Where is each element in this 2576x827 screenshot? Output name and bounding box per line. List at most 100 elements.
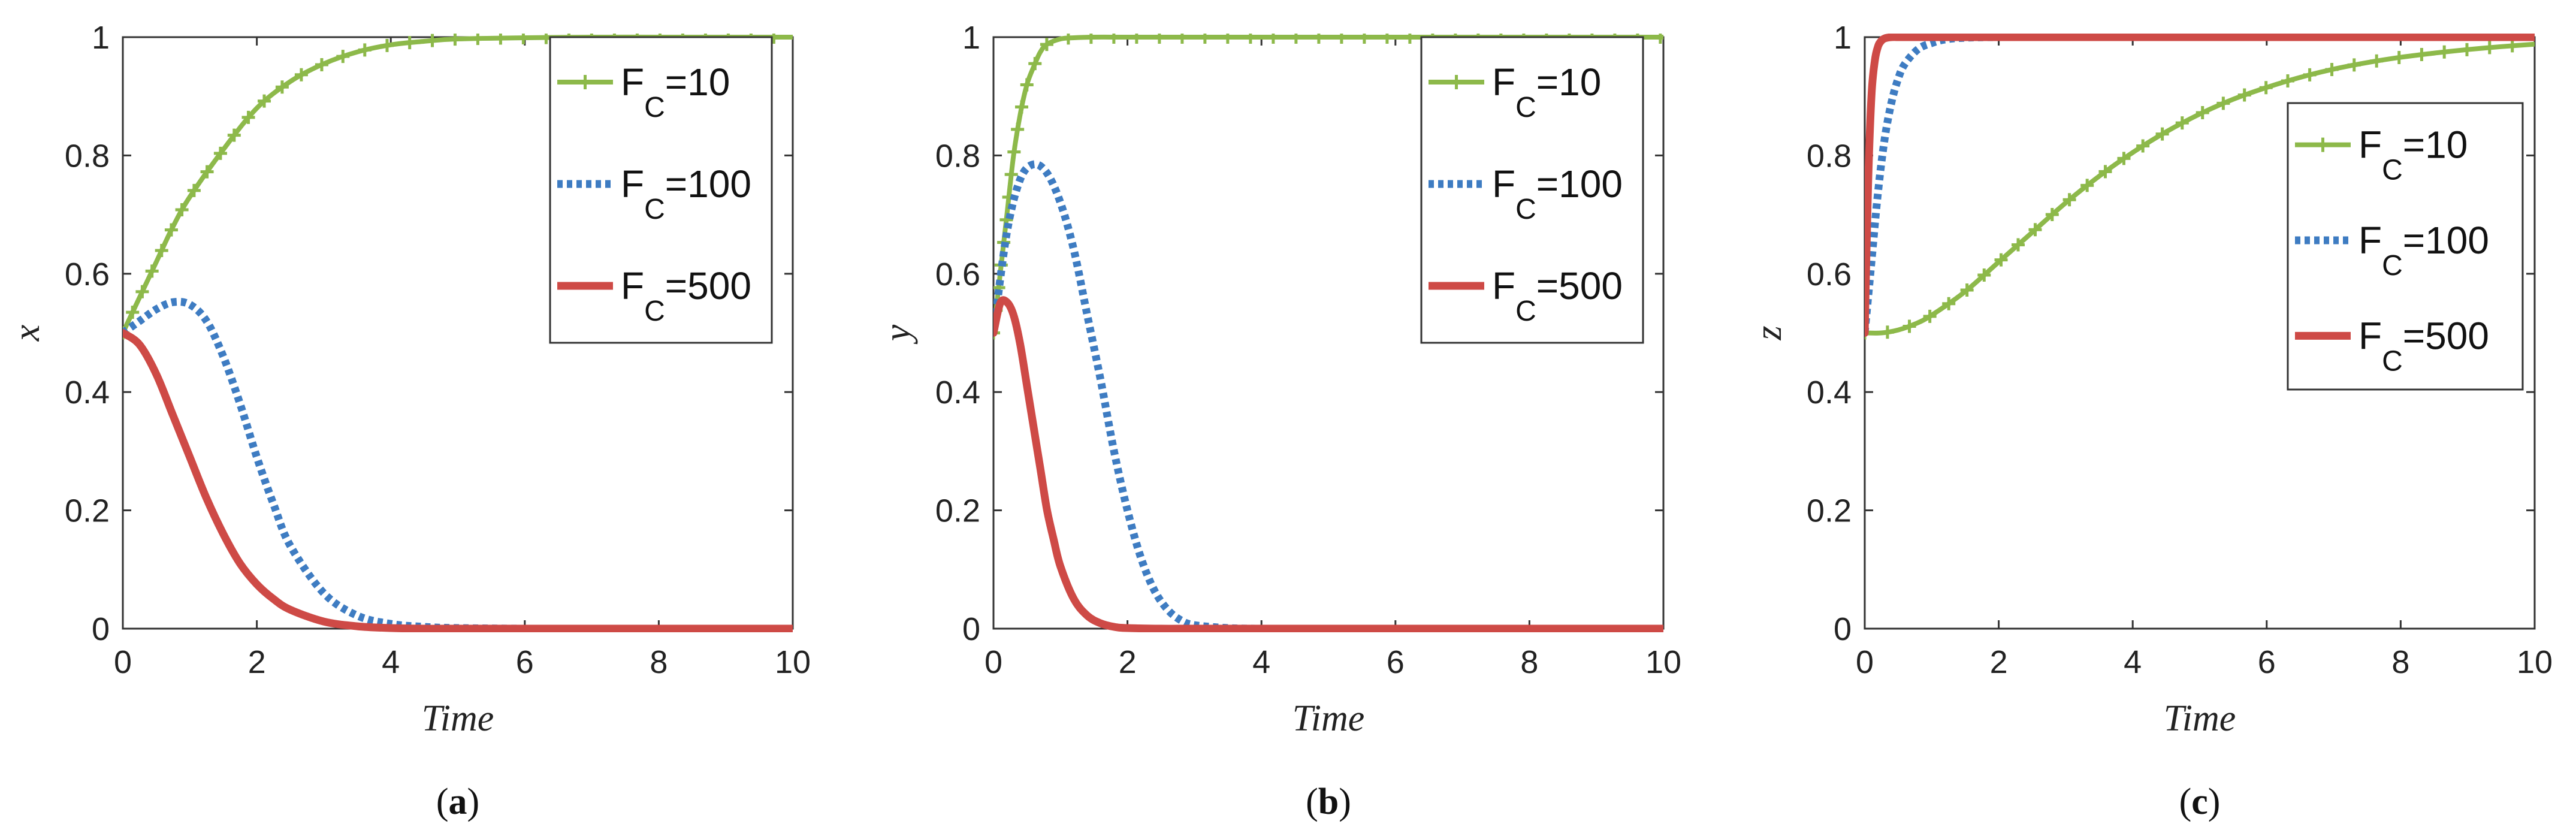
panel-a: 0 2 4 6 8 10 0 0.2 0.4 0.6 0.8 1 Time x (a) FC=10 FC=100… — [7, 20, 811, 822]
series-marker-plus — [1653, 34, 1663, 44]
series-marker-plus — [1880, 325, 1894, 339]
y-axis-label: x — [7, 324, 47, 342]
x-tick-label: 8 — [650, 644, 668, 680]
y-tick-label: 0.2 — [1807, 493, 1852, 529]
y-tick-label: 0.4 — [935, 375, 980, 411]
series-line-f-c-500 — [993, 296, 1663, 632]
series-marker-plus — [175, 203, 189, 216]
x-tick-label: 2 — [1119, 644, 1137, 680]
series-marker-plus — [2370, 54, 2384, 68]
panel-label: (b) — [1306, 781, 1351, 822]
series-marker-plus — [155, 243, 168, 257]
legend-marker-plus — [2315, 137, 2330, 152]
series-marker-plus — [294, 68, 308, 82]
series-marker-plus — [2045, 207, 2059, 221]
series-marker-plus — [2438, 45, 2451, 59]
series-marker-plus — [1175, 34, 1189, 44]
legend-label: FC=100 — [621, 162, 751, 225]
x-tick-label: 4 — [1252, 644, 1270, 680]
y-tick-label: 0.6 — [935, 256, 980, 292]
x-axis-label: Time — [2164, 698, 2236, 739]
legend: FC=10 FC=100 FC=500 — [549, 36, 773, 344]
x-tick-label: 6 — [2258, 644, 2276, 680]
series-marker-plus — [2237, 88, 2251, 102]
x-tick-label: 2 — [248, 644, 266, 680]
series-marker-plus — [1266, 34, 1280, 44]
x-tick-label: 10 — [775, 644, 811, 680]
series-marker-plus — [2460, 43, 2474, 56]
y-tick-label: 1 — [92, 20, 110, 56]
legend-marker-plus — [578, 75, 593, 89]
legend: FC=10 FC=100 FC=500 — [2287, 102, 2524, 391]
series-marker-plus — [257, 94, 271, 108]
series-marker-plus — [471, 34, 485, 46]
series-marker-plus — [1084, 34, 1098, 44]
series-marker-plus — [164, 223, 178, 237]
x-tick-label: 6 — [1387, 644, 1405, 680]
legend-label: FC=500 — [2358, 314, 2489, 377]
x-tick-label: 4 — [382, 644, 400, 680]
legend-label: FC=500 — [621, 264, 751, 327]
legend-marker-plus — [1449, 75, 1464, 89]
series-marker-plus — [1334, 34, 1348, 44]
series-group — [1865, 34, 2535, 340]
series-marker-plus — [2259, 81, 2273, 95]
series-marker-plus — [1357, 34, 1371, 44]
series-marker-plus — [2012, 238, 2025, 252]
y-tick-label: 1 — [962, 20, 980, 56]
series-marker-plus — [275, 80, 289, 94]
series-marker-plus — [336, 50, 350, 64]
series-marker-plus — [315, 58, 328, 71]
x-tick-label: 0 — [985, 644, 1002, 680]
series-marker-plus — [1040, 38, 1053, 52]
y-tick-label: 0 — [1834, 611, 1852, 647]
x-tick-label: 2 — [1990, 644, 2008, 680]
series-marker-plus — [1004, 168, 1018, 182]
series-marker-plus — [2175, 116, 2189, 130]
series-marker-plus — [1011, 122, 1025, 136]
x-tick-label: 8 — [2391, 644, 2409, 680]
series-marker-plus — [494, 34, 508, 45]
series-marker-plus — [2080, 179, 2094, 192]
series-marker-plus — [2196, 106, 2209, 120]
y-tick-label: 0.2 — [935, 493, 980, 529]
series-marker-plus — [1960, 283, 1974, 297]
legend-label: FC=100 — [2358, 219, 2489, 282]
y-tick-label: 0.8 — [65, 138, 110, 174]
series-line-f-c-500 — [123, 329, 793, 632]
series-marker-plus — [1061, 34, 1075, 45]
series-marker-plus — [2483, 41, 2496, 55]
series-marker-plus — [2347, 58, 2361, 72]
series-marker-plus — [227, 128, 241, 142]
series-marker-plus — [425, 34, 439, 47]
series-line-f-c-500 — [1865, 34, 2535, 337]
series-marker-plus — [517, 34, 530, 45]
series-marker-plus — [2392, 50, 2406, 64]
x-tick-label: 6 — [516, 644, 534, 680]
series-marker-plus — [2098, 165, 2112, 179]
x-tick-label: 4 — [2124, 644, 2142, 680]
series-marker-plus — [1380, 34, 1394, 44]
y-axis-label: z — [1748, 325, 1789, 340]
x-tick-label: 10 — [2517, 644, 2553, 680]
legend-frame — [1420, 36, 1644, 344]
y-tick-label: 0 — [962, 611, 980, 647]
y-tick-label: 0.8 — [935, 138, 980, 174]
x-tick-label: 10 — [1645, 644, 1681, 680]
series-marker-plus — [1902, 319, 1916, 333]
y-tick-label: 0.4 — [65, 375, 110, 411]
series-marker-plus — [1942, 297, 1956, 310]
panel-label: (c) — [2179, 781, 2221, 822]
series-marker-plus — [126, 306, 140, 319]
series-marker-plus — [1007, 145, 1021, 159]
legend: FC=10 FC=100 FC=500 — [1420, 36, 1644, 344]
y-tick-label: 0 — [92, 611, 110, 647]
series-marker-plus — [1130, 34, 1143, 44]
series-marker-plus — [1198, 34, 1212, 44]
series-marker-plus — [380, 38, 394, 52]
series-marker-plus — [1289, 34, 1303, 44]
series-marker-plus — [200, 165, 214, 179]
y-axis-label: y — [877, 324, 918, 345]
x-tick-label: 0 — [1856, 644, 1874, 680]
legend-label: FC=100 — [1492, 162, 1623, 225]
